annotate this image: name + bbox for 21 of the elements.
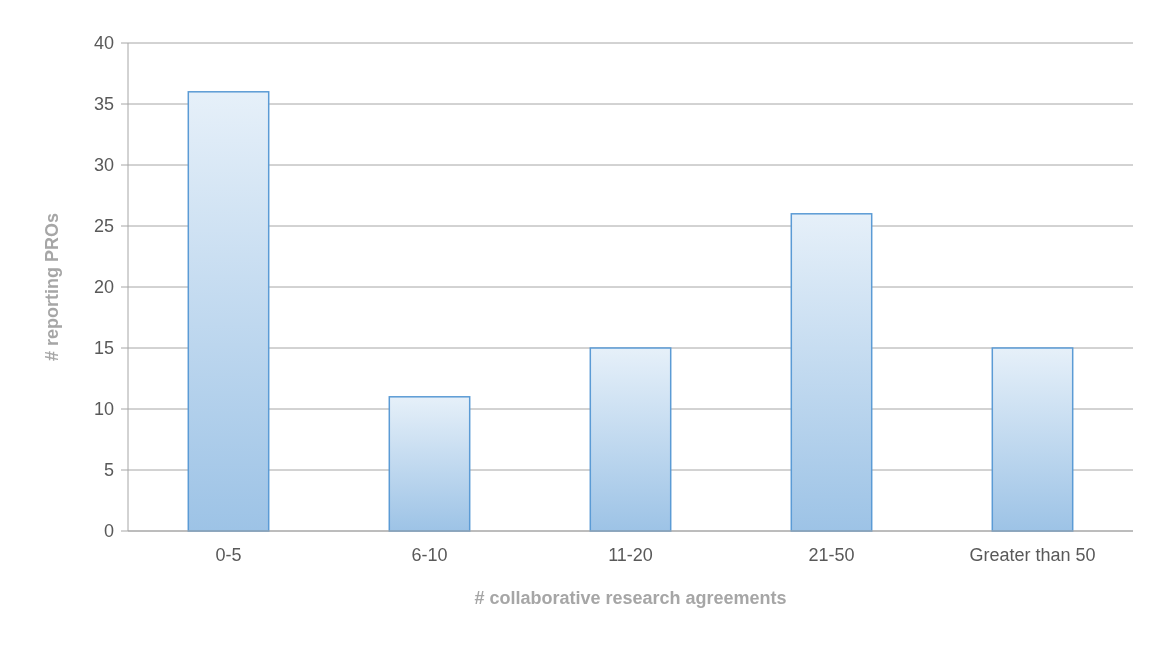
x-tick-label: 0-5 [215,545,242,565]
y-tick-label: 10 [93,399,114,420]
bar [991,347,1074,532]
x-tick-label: 11-20 [608,545,653,565]
y-tick-label: 15 [93,338,114,359]
x-tick-label: Greater than 50 [969,545,1096,565]
bar [790,213,873,532]
x-tick-label: 21-50 [808,545,855,565]
y-tick-label: 5 [103,460,114,481]
y-tick-label: 25 [93,216,114,237]
y-tick-label: 20 [93,277,114,298]
y-tick-label: 35 [93,94,114,115]
bar [388,396,471,532]
bar [187,91,270,532]
y-axis-title: # reporting PROs [42,212,62,362]
bar [589,347,672,532]
x-axis-title: # collaborative research agreements [474,588,787,608]
x-tick-label: 6-10 [411,545,448,565]
y-tick-label: 40 [93,33,114,54]
y-tick-label: 30 [93,155,114,176]
y-tick-label: 0 [103,521,114,542]
